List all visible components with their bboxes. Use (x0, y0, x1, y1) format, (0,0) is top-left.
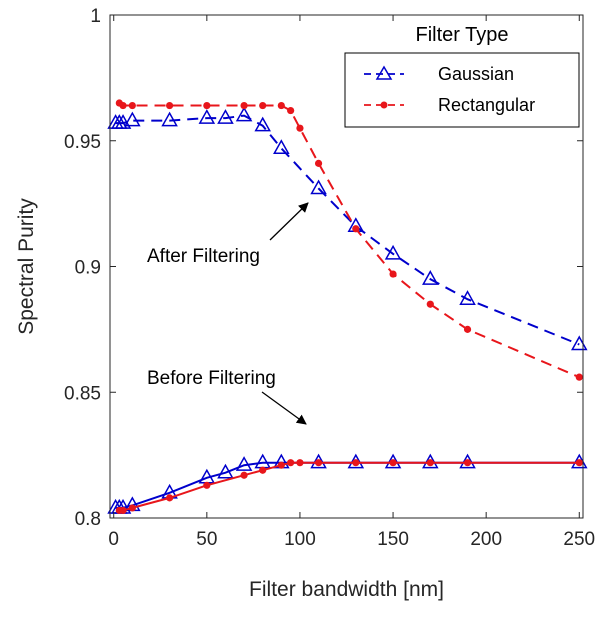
point-rectangular-before-8 (287, 459, 295, 467)
point-rectangular-before-5 (240, 471, 248, 479)
y-axis-label: Spectral Purity (15, 198, 38, 335)
point-rectangular-before-11 (352, 459, 360, 467)
point-rectangular-after-13 (426, 300, 434, 308)
x-tick-label: 0 (108, 529, 119, 550)
legend-label-rectangular: Rectangular (438, 95, 535, 115)
legend-label-gaussian: Gaussian (438, 64, 514, 84)
point-gaussian-after-8 (254, 116, 271, 132)
x-tick-label: 150 (377, 529, 409, 550)
annotation-after-filtering: After Filtering (147, 246, 260, 267)
point-gaussian-after-4 (161, 111, 178, 127)
y-tick-label: 0.8 (75, 509, 101, 530)
annotation-layer: After Filtering Before Filtering (147, 202, 309, 425)
point-gaussian-after-9 (273, 139, 290, 155)
point-rectangular-before-3 (165, 494, 174, 502)
point-gaussian-after-5 (198, 109, 216, 124)
point-rectangular-after-2 (128, 101, 136, 110)
point-gaussian-before-13 (422, 453, 439, 469)
x-tick-label: 250 (563, 529, 595, 550)
y-tick-label: 0.85 (64, 383, 101, 404)
point-gaussian-after-13 (422, 270, 439, 285)
point-gaussian-before-7 (235, 456, 253, 471)
point-gaussian-after-12 (384, 244, 402, 260)
point-rectangular-after-14 (463, 325, 472, 333)
point-gaussian-after-2 (114, 114, 132, 129)
point-rectangular-before-10 (314, 459, 323, 467)
point-gaussian-after-3 (124, 111, 141, 127)
point-rectangular-after-3 (165, 101, 174, 110)
point-gaussian-before-11 (347, 453, 365, 469)
point-rectangular-before-15 (575, 459, 583, 467)
series-line-rectangular-before (119, 461, 580, 512)
point-rectangular-after-7 (277, 101, 285, 110)
point-rectangular-before-12 (389, 459, 397, 467)
point-gaussian-before-14 (459, 453, 476, 469)
point-gaussian-after-6 (217, 109, 234, 124)
point-rectangular-before-9 (296, 459, 304, 467)
point-rectangular-before-13 (426, 459, 434, 467)
point-rectangular-before-7 (277, 461, 285, 469)
point-rectangular-after-12 (389, 270, 397, 278)
x-tick-label: 200 (470, 529, 502, 550)
legend-title: Filter Type (416, 24, 509, 46)
annotation-before-filtering: Before Filtering (147, 368, 276, 389)
series-line-rectangular-after (118, 102, 580, 379)
point-rectangular-after-4 (203, 101, 211, 110)
legend-box (344, 52, 580, 128)
point-rectangular-after-5 (240, 101, 248, 110)
point-rectangular-after-8 (287, 106, 295, 115)
x-axis-label: Filter bandwidth [nm] (249, 578, 444, 601)
point-rectangular-after-1 (119, 101, 127, 110)
x-tick-label: 100 (284, 529, 316, 550)
x-tick-label: 50 (196, 529, 217, 550)
annotation-after-arrow (269, 202, 309, 241)
y-tick-label: 0.9 (75, 258, 101, 279)
point-gaussian-before-10 (310, 453, 327, 469)
point-gaussian-after-7 (235, 106, 253, 122)
legend-gaussian-triangle-icon (375, 65, 393, 80)
point-rectangular-after-11 (352, 225, 360, 233)
point-rectangular-before-4 (203, 481, 211, 489)
series-layer (107, 99, 588, 515)
point-rectangular-after-6 (259, 101, 267, 110)
point-gaussian-before-6 (217, 463, 234, 479)
y-tick-label: 1 (90, 6, 101, 27)
y-tick-label: 0.95 (64, 132, 101, 153)
annotation-before-arrow (261, 391, 307, 425)
point-rectangular-after-10 (314, 159, 323, 167)
point-rectangular-after-9 (296, 124, 304, 132)
point-gaussian-after-10 (310, 179, 327, 195)
point-gaussian-after-14 (459, 290, 476, 305)
axis-layer: 0 50 100 150 200 250 0.8 0.85 0.9 0.95 1 Filter ban… (15, 6, 595, 601)
legend: Filter Type Gaussian Rectangular (344, 24, 580, 128)
point-rectangular-after-15 (575, 373, 583, 381)
point-rectangular-before-14 (463, 459, 472, 467)
point-rectangular-before-6 (259, 466, 267, 474)
point-rectangular-before-2 (128, 504, 136, 512)
point-rectangular-before-1 (119, 506, 127, 515)
legend-rectangular-dot-icon (380, 101, 388, 109)
point-gaussian-before-12 (384, 453, 402, 469)
